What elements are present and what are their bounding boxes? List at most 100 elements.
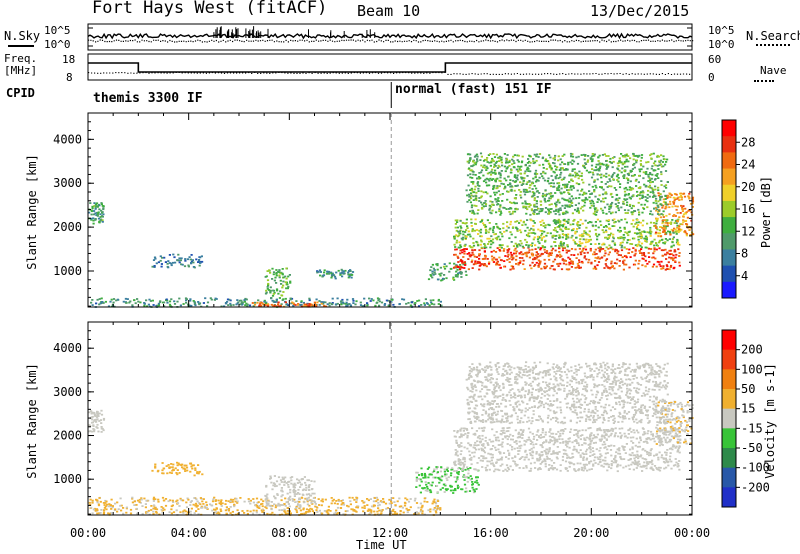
heatmap-cell <box>595 211 598 213</box>
heatmap-cell <box>649 232 652 235</box>
heatmap-cell <box>482 159 486 162</box>
heatmap-cell <box>159 259 162 262</box>
heatmap-cell <box>672 201 676 204</box>
heatmap-cell <box>460 488 463 491</box>
heatmap-cell <box>619 456 622 459</box>
heatmap-cell <box>500 246 503 249</box>
heatmap-cell <box>627 174 630 176</box>
heatmap-cell <box>96 212 100 215</box>
heatmap-cell <box>644 255 647 258</box>
heatmap-cell <box>623 194 627 197</box>
heatmap-cell <box>584 450 588 453</box>
heatmap-cell <box>523 193 527 196</box>
heatmap-cell <box>579 438 582 441</box>
heatmap-cell <box>567 221 570 223</box>
heatmap-cell <box>475 199 478 202</box>
heatmap-cell <box>674 197 677 200</box>
heatmap-cell <box>313 301 316 304</box>
heatmap-cell <box>657 192 660 194</box>
heatmap-cell <box>542 246 545 249</box>
heatmap-cell <box>577 442 580 445</box>
heatmap-cell <box>590 176 594 179</box>
heatmap-cell <box>388 498 391 501</box>
heatmap-cell <box>455 248 458 251</box>
heatmap-cell <box>611 173 615 176</box>
heatmap-cell <box>423 472 426 475</box>
heatmap-cell <box>542 222 545 224</box>
nsky-label: N.Sky <box>4 29 41 43</box>
heatmap-cell <box>478 260 481 263</box>
heatmap-cell <box>485 457 488 460</box>
nsky-line <box>87 32 693 40</box>
heatmap-cell <box>539 434 542 436</box>
heatmap-cell <box>525 241 528 244</box>
heatmap-cell <box>439 266 442 269</box>
heatmap-cell <box>592 442 595 444</box>
heatmap-cell <box>567 200 571 203</box>
heatmap-cell <box>528 164 531 167</box>
heatmap-cell <box>665 454 668 456</box>
heatmap-cell <box>674 429 677 432</box>
heatmap-cell <box>336 297 339 300</box>
heatmap-cell <box>489 173 493 176</box>
heatmap-cell <box>292 304 295 307</box>
heatmap-cell <box>335 271 338 274</box>
heatmap-cell <box>562 244 565 246</box>
heatmap-cell <box>368 513 371 516</box>
heatmap-cell <box>633 254 636 257</box>
heatmap-cell <box>642 252 645 254</box>
heatmap-cell <box>635 159 638 162</box>
heatmap-cell <box>492 160 495 163</box>
heatmap-cell <box>474 222 477 225</box>
station-title: Fort Hays West (fitACF) <box>92 0 328 18</box>
heatmap-cell <box>421 504 424 507</box>
heatmap-cell <box>648 195 651 198</box>
ytick-label: 1000 <box>53 264 82 278</box>
heatmap-cell <box>509 433 512 436</box>
heatmap-cell <box>496 177 499 180</box>
heatmap-cell <box>555 210 558 212</box>
heatmap-cell <box>676 205 679 208</box>
heatmap-cell <box>594 208 597 211</box>
heatmap-cell <box>533 435 536 438</box>
heatmap-cell <box>499 231 502 234</box>
heatmap-cell <box>652 263 656 266</box>
heatmap-cell <box>604 229 608 232</box>
heatmap-cell <box>103 504 106 506</box>
heatmap-cell <box>537 264 540 267</box>
heatmap-cell <box>464 432 467 435</box>
heatmap-cell <box>264 506 267 508</box>
heatmap-cell <box>441 279 444 281</box>
heatmap-cell <box>641 196 644 198</box>
heatmap-cell <box>133 504 136 506</box>
heatmap-cell <box>161 509 164 512</box>
heatmap-cell <box>517 170 520 173</box>
heatmap-cell <box>251 512 255 515</box>
heatmap-cell <box>167 500 170 503</box>
heatmap-cell <box>684 212 687 215</box>
heatmap-cell <box>125 506 128 509</box>
heatmap-cell <box>471 228 474 231</box>
heatmap-cell <box>613 225 616 227</box>
heatmap-cell <box>491 157 494 160</box>
heatmap-cell <box>589 249 592 252</box>
heatmap-cell <box>593 207 596 210</box>
heatmap-cell <box>562 449 565 451</box>
heatmap-cell <box>461 266 464 269</box>
heatmap-cell <box>471 483 474 486</box>
heatmap-cell <box>223 305 226 308</box>
heatmap-cell <box>484 257 487 260</box>
heatmap-cell <box>643 432 647 435</box>
heatmap-cell <box>159 300 162 303</box>
heatmap-cell <box>545 453 548 455</box>
heatmap-cell <box>193 497 196 499</box>
heatmap-cell <box>551 265 554 267</box>
heatmap-cell <box>476 160 479 162</box>
heatmap-cell <box>553 219 556 221</box>
heatmap-cell <box>161 301 164 304</box>
heatmap-cell <box>424 489 427 492</box>
heatmap-cell <box>415 478 418 481</box>
heatmap-cell <box>659 193 662 195</box>
heatmap-cell <box>466 153 470 156</box>
heatmap-cell <box>205 507 209 510</box>
